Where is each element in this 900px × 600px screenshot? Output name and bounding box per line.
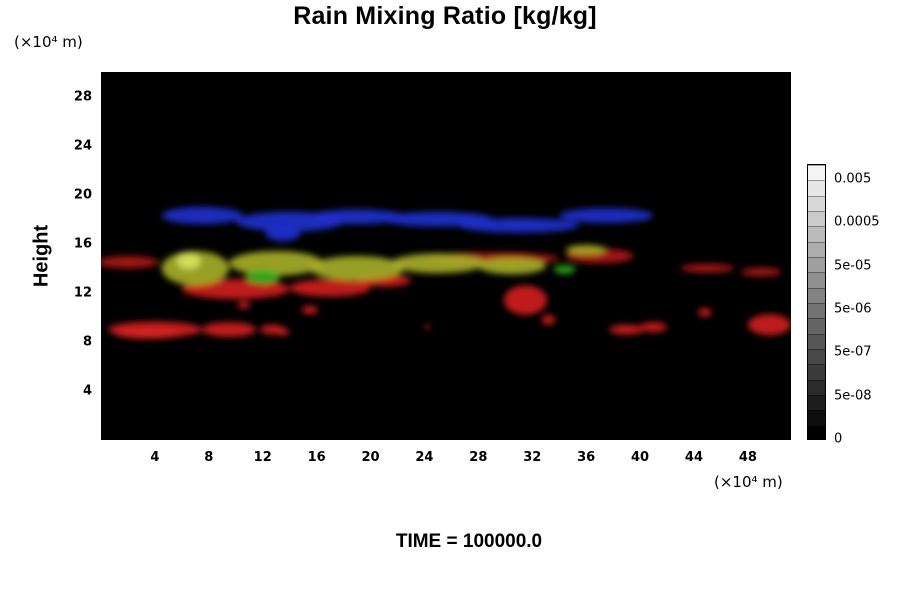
field-blob-2-8 [301,305,318,315]
y-tick-label: 8 [82,334,92,350]
field-blob-0-6 [265,226,301,242]
colorbar-step [808,318,825,335]
field-blob-2-15 [237,301,251,309]
field-blob-0-0 [161,206,243,225]
x-tick-label: 36 [577,450,596,465]
field-blob-3-2 [309,256,405,281]
field-blob-2-5 [202,322,256,337]
time-footer: TIME = 100000.0 [395,531,543,552]
colorbar-label: 5e-07 [834,344,872,360]
x-tick-label: 12 [253,450,272,465]
field-blob-4-1 [553,265,576,274]
x-tick-label: 20 [361,450,380,465]
chart-title: Rain Mixing Ratio [kg/kg] [293,2,597,30]
colorbar-step [808,211,825,228]
field-blob-2-10 [609,324,645,335]
field-blob-1-4 [741,267,782,277]
field-blob-2-16 [424,324,430,330]
field-blob-0-2 [309,209,405,225]
colorbar-step [808,165,825,182]
colorbar-step [808,349,825,366]
field-blob-4-0 [245,269,281,285]
y-axis-label: Height [30,224,53,288]
field-blob-0-4 [458,217,580,233]
field-blob-0-5 [559,208,654,223]
y-tick-label: 28 [73,89,92,105]
colorbar-step [808,241,825,258]
x-tick-label: 4 [150,450,160,465]
colorbar-step [808,379,825,396]
colorbar-label: 0.0005 [834,214,880,230]
colorbar-step [808,333,825,350]
colorbar-step [808,195,825,212]
x-tick-label: 48 [738,450,757,465]
colorbar-step [808,410,825,427]
colorbar-label: 0 [834,431,843,447]
field-blob-3-3 [390,253,486,274]
x-tick-label: 8 [204,450,214,465]
y-tick-label: 4 [82,383,92,399]
field-blob-2-3 [503,285,548,315]
colorbar-label: 5e-06 [834,301,872,317]
x-tick-label: 40 [631,450,650,465]
y-tick-label: 16 [73,236,92,252]
colorbar-step [808,287,825,304]
colorbar-label: 0.005 [834,171,872,187]
x-tick-label: 24 [415,450,434,465]
field-blob-3-1 [229,251,324,276]
colorbar-step [808,303,825,320]
field-blob-2-1 [289,279,371,297]
colorbar [807,164,826,440]
colorbar-step [808,226,825,243]
field-blob-1-0 [101,256,159,269]
y-tick-label: 24 [73,138,92,154]
field-blob-5-0 [176,252,201,270]
colorbar-step [808,425,825,439]
colorbar-step [808,180,825,197]
heatmap-field [101,206,791,339]
y-axis-unit: (×10⁴ m) [14,33,83,51]
field-blob-2-12 [698,308,712,317]
colorbar-step [808,395,825,412]
colorbar-step [808,364,825,381]
colorbar-label: 5e-08 [834,388,872,404]
field-blob-2-14 [541,314,556,325]
y-tick-label: 12 [73,285,92,301]
x-tick-label: 32 [523,450,542,465]
field-blob-1-3 [680,263,735,273]
x-tick-label: 16 [307,450,326,465]
field-blob-2-7 [114,327,182,339]
colorbar-step [808,272,825,289]
plot-area [101,72,791,440]
x-axis-unit: (×10⁴ m) [714,473,783,491]
colorbar-step [808,257,825,274]
field-blob-2-13 [747,314,791,336]
field-blob-3-4 [478,257,546,275]
field-blob-2-9 [276,328,290,336]
x-tick-label: 44 [684,450,704,465]
field-blob-2-11 [640,322,668,333]
colorbar-label: 5e-05 [834,258,872,274]
x-tick-label: 28 [469,450,488,465]
y-tick-label: 20 [73,187,92,203]
field-blob-3-5 [565,244,607,255]
